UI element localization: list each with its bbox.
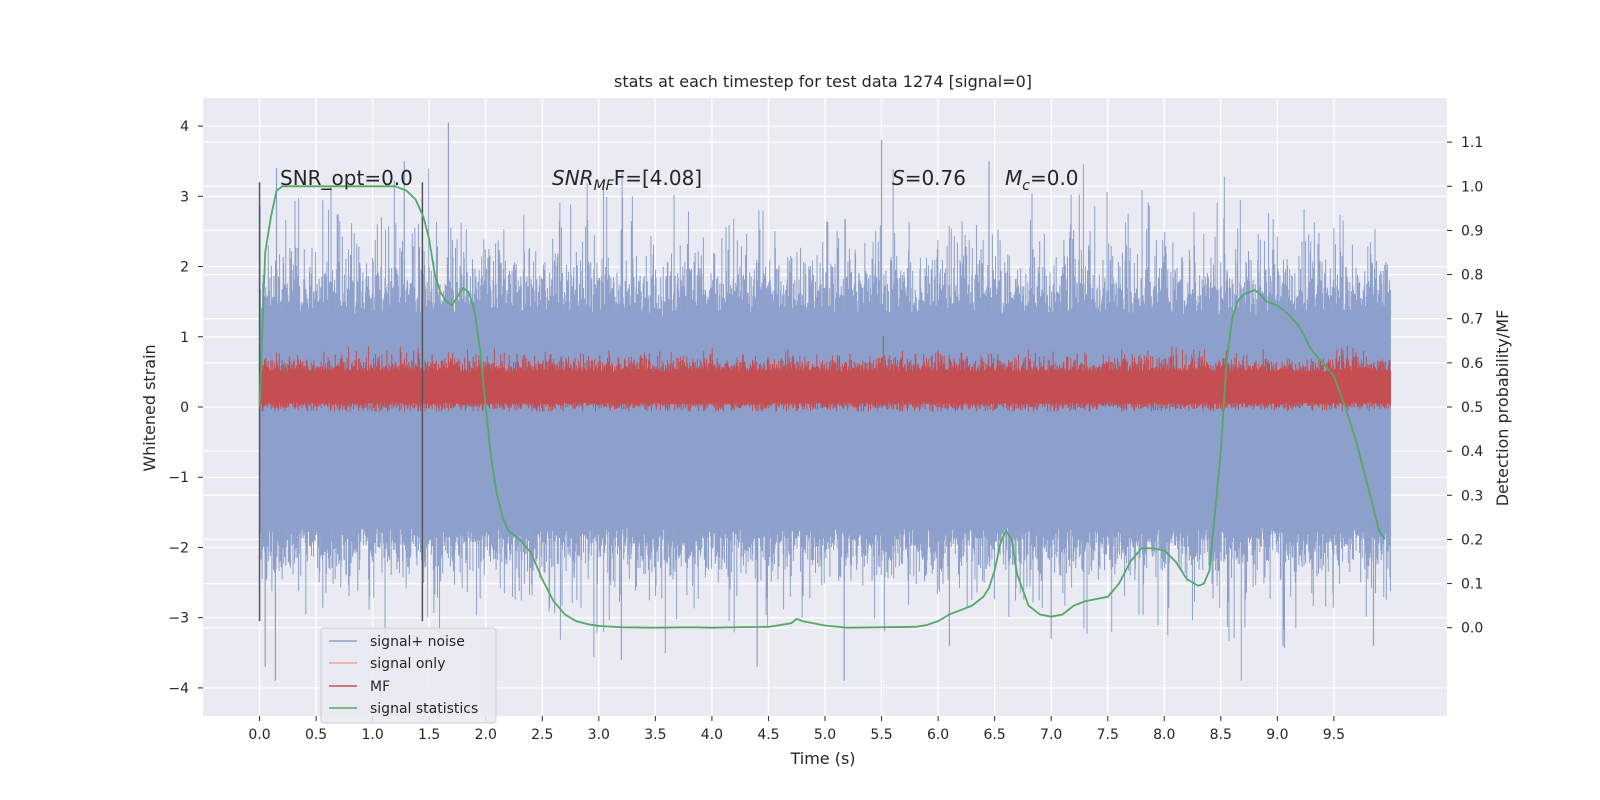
snr-mf-sub: MF	[594, 178, 615, 194]
legend-label-signal-noise: signal+ noise	[370, 634, 465, 650]
s-rest: =0.76	[905, 166, 966, 190]
snr-mf-rest: F=[4.08]	[614, 166, 702, 190]
x-tick-label-7: 3.5	[644, 727, 666, 743]
signal-statistics-series	[258, 185, 1386, 629]
y2-tick-label-1: 0.1	[1461, 577, 1483, 593]
x-tick-label-16: 8.0	[1153, 727, 1175, 743]
y-axis-label: Whitened strain	[140, 344, 159, 471]
signal-statistics-line	[258, 185, 1386, 629]
y-tick-label-7: 3	[180, 189, 189, 205]
y2-tick-label-2: 0.2	[1461, 532, 1483, 548]
snr-mf-main: SNR	[552, 166, 594, 190]
y2-tick-label-9: 0.9	[1461, 223, 1483, 239]
signal-noise-series	[259, 122, 1391, 681]
y2-tick-label-10: 1.0	[1461, 179, 1483, 195]
x-tick-label-3: 1.5	[418, 727, 440, 743]
y2-tick-label-5: 0.5	[1461, 400, 1483, 416]
x-tick-label-8: 4.0	[701, 727, 723, 743]
y-tick-label-1: −3	[168, 611, 189, 627]
x-tick-label-9: 4.5	[757, 727, 779, 743]
x-tick-label-1: 0.5	[305, 727, 327, 743]
mc-main: M	[1005, 166, 1022, 190]
x-axis-label: Time (s)	[789, 749, 855, 768]
x-tick-label-12: 6.0	[927, 727, 949, 743]
y2-tick-label-8: 0.8	[1461, 268, 1483, 284]
y-tick-label-3: −1	[168, 470, 189, 486]
mc-annotation: Mc=0.0	[1005, 166, 1079, 194]
y-tick-label-2: −2	[168, 540, 189, 556]
y2-tick-label-4: 0.4	[1461, 444, 1483, 460]
y2-axis-ticks: 0.0 0.1 0.2 0.3 0.4 0.5 0.6 0.7 0.8 0.9 1.0 1.1	[1447, 135, 1483, 637]
x-tick-label-19: 9.5	[1323, 727, 1345, 743]
x-tick-label-5: 2.5	[531, 727, 553, 743]
snr-opt-annotation: SNR_opt=0.0	[280, 166, 413, 190]
y-tick-label-5: 1	[180, 330, 189, 346]
s-main: S	[892, 166, 905, 190]
y2-axis-label: Detection probability/MF	[1493, 310, 1512, 507]
x-tick-label-11: 5.5	[870, 727, 892, 743]
x-tick-label-17: 8.5	[1210, 727, 1232, 743]
y2-tick-label-6: 0.6	[1461, 356, 1483, 372]
y2-tick-label-3: 0.3	[1461, 488, 1483, 504]
mc-sub: c	[1022, 178, 1030, 194]
y2-tick-label-11: 1.1	[1461, 135, 1483, 151]
legend-label-signal-only: signal only	[370, 656, 445, 672]
x-tick-label-2: 1.0	[362, 727, 384, 743]
legend: signal+ noise signal only MF signal stat…	[320, 627, 497, 724]
snr-mf-annotation: SNRMFF=[4.08]	[552, 166, 702, 194]
y-tick-label-4: 0	[180, 400, 189, 416]
legend-label-signal-statistics: signal statistics	[370, 701, 478, 717]
x-tick-label-4: 2.0	[475, 727, 497, 743]
legend-label-mf: MF	[370, 679, 390, 695]
s-annotation: S=0.76	[892, 166, 966, 190]
x-tick-label-13: 6.5	[984, 727, 1006, 743]
y-axis-ticks: −4 −3 −2 −1 0 1 2 3 4	[168, 119, 203, 697]
mc-rest: =0.0	[1030, 166, 1079, 190]
x-tick-label-14: 7.0	[1040, 727, 1062, 743]
y-tick-label-0: −4	[168, 681, 189, 697]
x-tick-label-10: 5.0	[814, 727, 836, 743]
y2-tick-label-0: 0.0	[1461, 621, 1483, 637]
x-tick-label-18: 9.0	[1266, 727, 1288, 743]
legend-box	[320, 627, 497, 724]
x-tick-label-6: 3.0	[588, 727, 610, 743]
y-tick-label-8: 4	[180, 119, 189, 135]
x-axis-ticks: 0.0 0.5 1.0 1.5 2.0 2.5 3.0 3.5 4.0 4.5 5.0 5.5 6.0 6…	[248, 716, 1345, 743]
chart-title: stats at each timestep for test data 127…	[614, 72, 1032, 91]
y-tick-label-6: 2	[180, 260, 189, 276]
x-tick-label-0: 0.0	[248, 727, 270, 743]
x-tick-label-15: 7.5	[1097, 727, 1119, 743]
y2-tick-label-7: 0.7	[1461, 312, 1483, 328]
